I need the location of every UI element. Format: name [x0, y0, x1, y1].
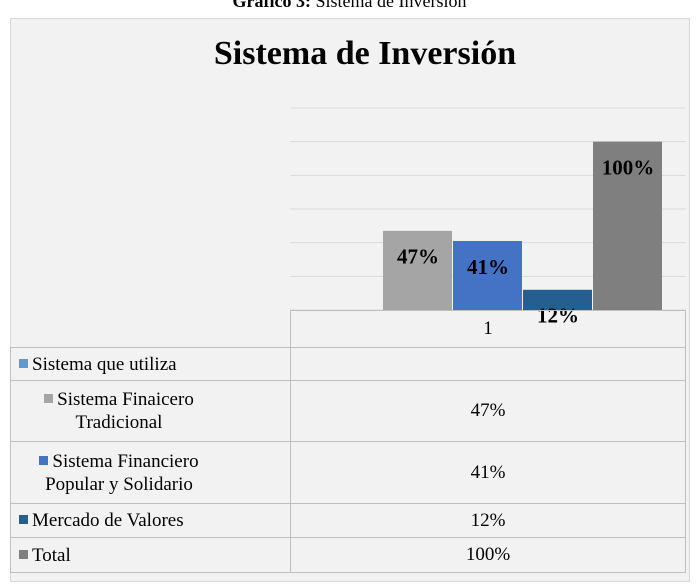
legend-key — [39, 455, 49, 465]
table-value: 41% — [290, 441, 686, 504]
caption: Gráfico 3: Sistema de Inversión — [0, 0, 699, 12]
legend-label: Total — [32, 544, 71, 566]
data-label: 12% — [537, 304, 579, 328]
legend-key — [44, 394, 54, 403]
legend-key — [19, 515, 28, 524]
table-header: 1 — [290, 310, 686, 348]
data-label: 100% — [602, 155, 655, 179]
caption-text: Sistema de Inversión — [315, 0, 467, 11]
legend-entry: Sistema Financiero Popular y Solidario — [10, 441, 291, 504]
legend-entry: Mercado de Valores — [10, 503, 291, 538]
legend-label: Sistema que utiliza — [32, 353, 177, 375]
table-value: 12% — [290, 503, 686, 538]
data-label: 41% — [467, 255, 509, 279]
legend-key — [19, 358, 28, 368]
legend-label: Sistema Finaicero Tradicional — [57, 389, 194, 433]
legend-entry: Total — [10, 537, 291, 573]
bar — [523, 289, 592, 310]
table-value: 47% — [290, 380, 686, 442]
table-value-text: 47% — [470, 400, 506, 421]
table-value-text: 12% — [470, 509, 506, 531]
table-value-text: 100% — [465, 544, 511, 565]
legend-entry: Sistema Finaicero Tradicional — [10, 380, 291, 442]
table-value-text: 41% — [470, 461, 506, 483]
legend-label: Sistema Financiero Popular y Solidario — [45, 450, 199, 495]
legend-entry: Sistema que utiliza — [10, 347, 291, 381]
chart-title: Sistema de Inversión — [214, 35, 516, 72]
legend-label: Mercado de Valores — [32, 510, 184, 531]
caption-label: Gráfico 3: — [232, 0, 311, 11]
data-label: 47% — [397, 245, 439, 269]
bar — [453, 240, 522, 310]
table-value — [290, 347, 686, 381]
legend-key — [19, 549, 28, 559]
category-label: 1 — [483, 318, 493, 339]
table-value: 100% — [290, 537, 686, 573]
bar — [383, 230, 452, 310]
bar — [593, 141, 662, 310]
